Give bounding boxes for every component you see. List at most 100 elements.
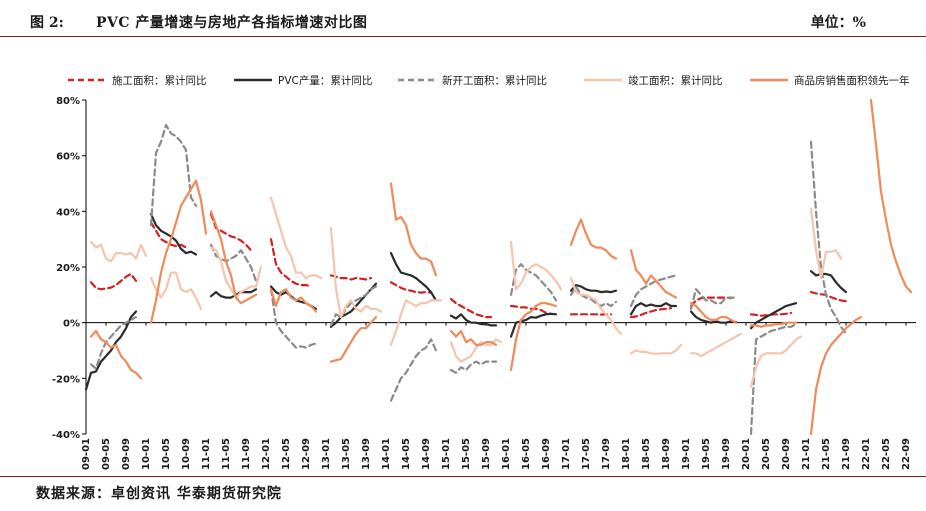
source-note: 数据来源：卓创资讯 华泰期货研究院 <box>36 486 282 502</box>
x-tick-label: 13-01 <box>321 438 332 470</box>
series-line-2 <box>509 263 558 302</box>
series-line-4 <box>809 316 863 436</box>
series-line-4 <box>509 302 558 372</box>
series-line-4 <box>269 288 318 313</box>
x-tick-label: 12-09 <box>301 438 312 470</box>
series-line-2 <box>809 140 848 335</box>
series-line-2 <box>389 338 438 402</box>
series-line-1 <box>509 312 558 338</box>
x-tick-label: 20-01 <box>741 438 752 470</box>
series-line-0 <box>389 281 433 294</box>
figure-label: 图 2: <box>30 15 64 31</box>
x-tick-label: 11-09 <box>241 438 252 470</box>
x-tick-label: 13-05 <box>341 438 352 470</box>
x-tick-label: 17-01 <box>561 438 572 470</box>
x-tick-label: 22-09 <box>901 438 912 470</box>
series-line-1 <box>629 302 678 316</box>
series-line-3 <box>569 277 623 335</box>
series-line-3 <box>689 332 743 358</box>
x-tick-label: 18-01 <box>621 438 632 470</box>
y-tick-label: -20% <box>52 374 80 385</box>
series-line-3 <box>389 299 443 346</box>
series-line-1 <box>809 270 848 294</box>
x-tick-label: 10-01 <box>141 438 152 470</box>
series-line-4 <box>749 321 798 328</box>
x-tick-label: 14-01 <box>381 438 392 470</box>
series-line-4 <box>629 249 678 299</box>
series-line-2 <box>149 124 198 227</box>
x-tick-label: 16-09 <box>541 438 552 470</box>
series-line-1 <box>149 213 198 256</box>
series-line-1 <box>749 302 798 330</box>
series-line-2 <box>449 360 498 374</box>
x-tick-label: 15-01 <box>441 438 452 470</box>
series-line-0 <box>449 297 493 319</box>
series-line-2 <box>629 274 678 308</box>
x-tick-label: 15-05 <box>461 438 472 470</box>
x-tick-label: 16-05 <box>521 438 532 470</box>
series-line-0 <box>629 307 673 319</box>
legend-label-4: 商品房销售面积领先一年 <box>794 74 910 87</box>
series-line-2 <box>89 316 138 370</box>
x-tick-label: 21-09 <box>841 438 852 470</box>
title-bar <box>0 0 926 37</box>
x-tick-label: 12-05 <box>281 438 292 470</box>
series-line-1 <box>569 284 618 294</box>
series-line-1 <box>449 313 498 327</box>
legend-label-3: 竣工面积：累计同比 <box>628 74 723 87</box>
series-line-4 <box>389 182 438 277</box>
x-tick-label: 09-01 <box>81 438 92 470</box>
x-tick-label: 18-05 <box>641 438 652 470</box>
series-line-4 <box>449 329 498 346</box>
series-line-0 <box>329 274 373 281</box>
series-line-3 <box>89 240 148 263</box>
series-line-0 <box>809 291 848 303</box>
series-line-2 <box>209 243 258 282</box>
series-line-1 <box>389 252 438 302</box>
series-line-3 <box>809 207 843 280</box>
series-line-4 <box>329 316 378 363</box>
legend-label-0: 施工面积：累计同比 <box>112 74 207 87</box>
series-line-4 <box>689 302 738 324</box>
series-line-3 <box>629 343 683 355</box>
x-tick-label: 12-01 <box>261 438 272 470</box>
series-line-0 <box>89 272 138 291</box>
y-tick-label: 60% <box>56 152 80 163</box>
x-tick-label: 19-09 <box>721 438 732 470</box>
x-tick-label: 09-05 <box>101 438 112 470</box>
x-tick-label: 11-01 <box>201 438 212 470</box>
x-tick-label: 10-05 <box>161 438 172 470</box>
series-line-1 <box>689 310 738 324</box>
x-tick-label: 09-09 <box>121 438 132 470</box>
y-tick-label: 20% <box>56 263 80 274</box>
y-tick-label: 40% <box>56 207 80 218</box>
x-tick-label: 22-01 <box>861 438 872 470</box>
series-line-4 <box>209 210 258 305</box>
y-tick-label: 80% <box>56 96 80 107</box>
x-tick-label: 13-09 <box>361 438 372 470</box>
series-line-3 <box>509 240 563 291</box>
series-line-2 <box>689 288 738 310</box>
series-line-2 <box>569 285 618 308</box>
legend-label-2: 新开工面积：累计同比 <box>442 74 547 87</box>
x-tick-label: 10-09 <box>181 438 192 470</box>
series-line-2 <box>329 285 378 327</box>
x-tick-label: 15-09 <box>481 438 492 470</box>
series-line-0 <box>209 213 253 252</box>
series-line-4 <box>89 329 143 380</box>
x-tick-label: 16-01 <box>501 438 512 470</box>
series-line-3 <box>269 196 323 280</box>
x-tick-label: 21-01 <box>801 438 812 470</box>
footer-divider <box>0 476 926 477</box>
x-tick-label: 17-05 <box>581 438 592 470</box>
x-tick-label: 17-09 <box>601 438 612 470</box>
x-tick-label: 19-01 <box>681 438 692 470</box>
series-line-4 <box>149 179 208 324</box>
y-tick-label: 0% <box>63 319 80 330</box>
chart-title: PVC 产量增速与房地产各指标增速对比图 <box>96 15 368 31</box>
series-line-0 <box>689 296 733 308</box>
series-line-0 <box>269 238 313 288</box>
series-line-1 <box>84 310 138 391</box>
series-line-3 <box>329 226 383 319</box>
series-line-4 <box>569 218 618 260</box>
